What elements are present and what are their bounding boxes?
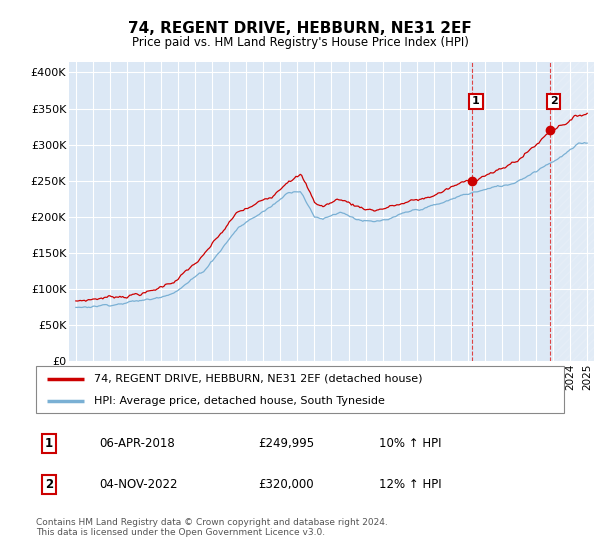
Text: 1: 1: [45, 437, 53, 450]
Text: Contains HM Land Registry data © Crown copyright and database right 2024.
This d: Contains HM Land Registry data © Crown c…: [36, 518, 388, 538]
Text: Price paid vs. HM Land Registry's House Price Index (HPI): Price paid vs. HM Land Registry's House …: [131, 36, 469, 49]
Text: £249,995: £249,995: [258, 437, 314, 450]
Text: £320,000: £320,000: [258, 478, 313, 491]
Text: 2: 2: [550, 96, 557, 106]
Text: 10% ↑ HPI: 10% ↑ HPI: [379, 437, 442, 450]
Text: 74, REGENT DRIVE, HEBBURN, NE31 2EF: 74, REGENT DRIVE, HEBBURN, NE31 2EF: [128, 21, 472, 36]
Text: 74, REGENT DRIVE, HEBBURN, NE31 2EF (detached house): 74, REGENT DRIVE, HEBBURN, NE31 2EF (det…: [94, 374, 422, 384]
Text: 06-APR-2018: 06-APR-2018: [100, 437, 175, 450]
Text: 1: 1: [472, 96, 480, 106]
FancyBboxPatch shape: [36, 366, 564, 413]
Text: HPI: Average price, detached house, South Tyneside: HPI: Average price, detached house, Sout…: [94, 396, 385, 407]
Bar: [550, 62, 594, 361]
Text: 2: 2: [45, 478, 53, 491]
Text: 12% ↑ HPI: 12% ↑ HPI: [379, 478, 442, 491]
Text: 04-NOV-2022: 04-NOV-2022: [100, 478, 178, 491]
